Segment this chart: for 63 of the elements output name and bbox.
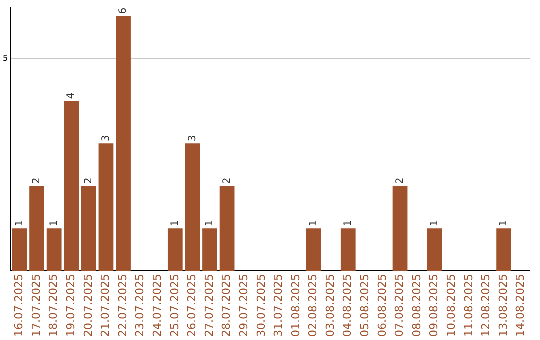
data-label: 3 [187,135,198,142]
x-tick-label: 21.07.2025 [99,274,112,338]
bar [98,144,114,272]
x-tick-label: 04.08.2025 [341,274,354,338]
x-tick-label: 12.08.2025 [480,274,493,338]
x-tick-label: 02.08.2025 [306,274,320,338]
bar [202,228,218,272]
data-label: 2 [394,178,406,184]
bar [12,228,28,272]
x-tick-label: 16.07.2025 [12,274,26,338]
data-label: 2 [32,178,43,184]
x-tick-label: 27.07.2025 [202,274,216,338]
x-tick-label: 03.08.2025 [324,274,337,338]
data-label: 1 [170,220,182,227]
data-label: 4 [66,92,78,100]
x-tick-label: 09.08.2025 [428,274,441,338]
data-label: 1 [308,220,320,227]
data-label: 6 [118,8,130,14]
x-tick-label: 23.07.2025 [134,274,147,338]
data-label: 1 [342,220,354,227]
bar [81,186,96,272]
x-tick-label: 06.08.2025 [376,274,389,338]
x-tick-label: 20.07.2025 [82,274,95,338]
bar [30,186,44,272]
x-tick-label: 14.08.2025 [514,274,528,338]
data-label: 1 [14,220,26,227]
x-tick-label: 17.07.2025 [30,274,43,338]
bar [306,228,322,272]
data-label: 1 [48,220,60,227]
bar [64,101,80,272]
bar [496,228,512,272]
bar [392,186,408,272]
bar [185,144,200,272]
y-tick-label: 5 [2,54,8,63]
x-tick-label: 31.07.2025 [272,274,286,338]
data-label: 1 [429,220,440,227]
data-label: 3 [100,135,112,142]
x-tick-label: 19.07.2025 [64,274,78,338]
bar [168,228,183,272]
x-tick-label: 26.07.2025 [186,274,199,338]
x-tick-label: 25.07.2025 [168,274,182,338]
x-tick-label: 22.07.2025 [116,274,130,338]
x-tick-label: 10.08.2025 [445,274,458,338]
x-tick-label: 29.07.2025 [237,274,250,338]
data-label: 1 [204,220,216,227]
x-tick-label: 01.08.2025 [289,274,302,338]
x-tick-label: 08.08.2025 [410,274,424,338]
x-tick-label: 28.07.2025 [220,274,234,338]
bar [46,228,62,272]
bar [220,186,235,272]
x-tick-label: 13.08.2025 [496,274,510,338]
x-tick-label: 18.07.2025 [47,274,60,338]
bar [427,228,442,272]
x-tick-label: 30.07.2025 [254,274,268,338]
data-label: 2 [222,178,233,184]
x-tick-label: 11.08.2025 [462,274,476,338]
x-tick-label: 05.08.2025 [358,274,372,338]
bar [116,16,131,272]
x-tick-label: 24.07.2025 [150,274,164,338]
data-label: 2 [84,178,95,184]
data-label: 1 [498,220,510,227]
bar [340,228,356,272]
x-tick-label: 07.08.2025 [393,274,406,338]
